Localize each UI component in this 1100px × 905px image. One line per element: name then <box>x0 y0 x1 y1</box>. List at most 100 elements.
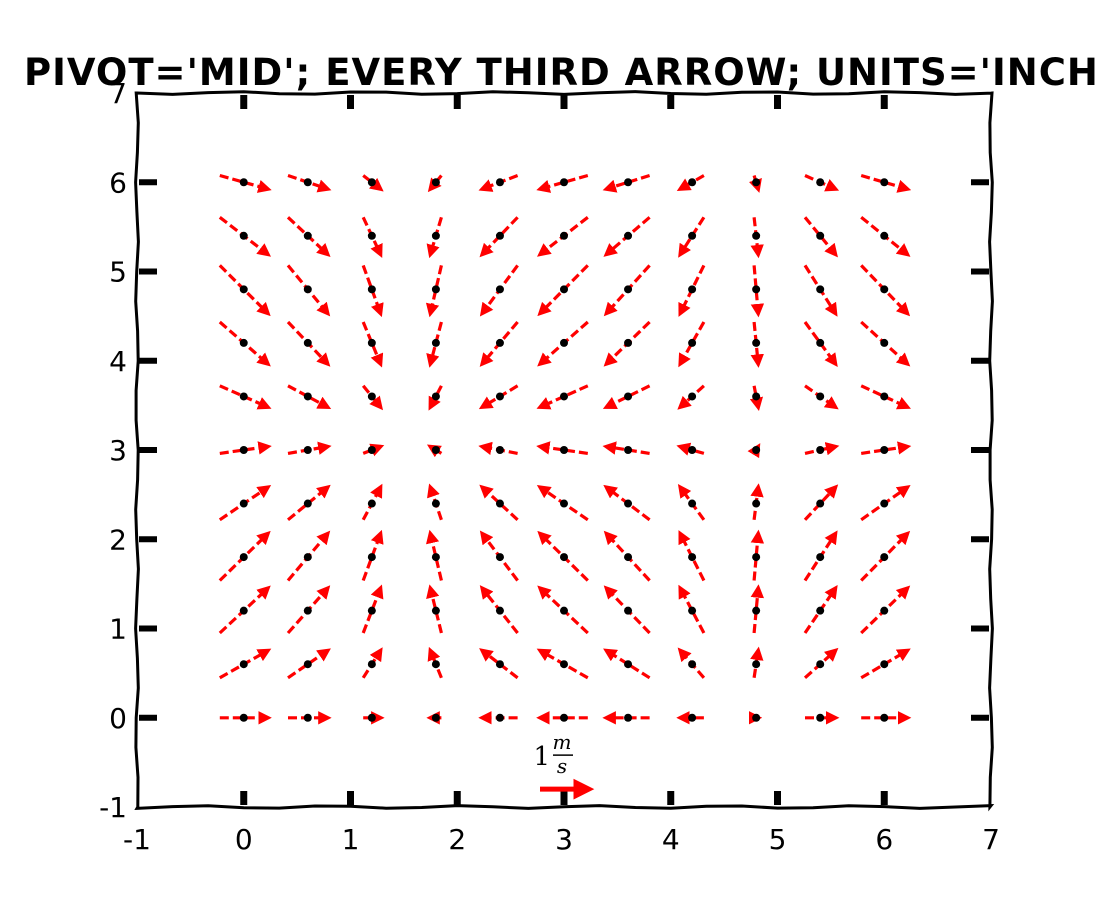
grid-point <box>495 606 504 615</box>
y-tick-label: 6 <box>109 166 127 199</box>
grid-point <box>752 285 761 294</box>
quiver-arrow <box>428 385 443 411</box>
grid-point <box>495 178 504 187</box>
grid-point <box>303 178 312 187</box>
grid-point <box>816 285 825 294</box>
quiver-key-number: 1 <box>533 742 550 772</box>
grid-point <box>495 713 504 722</box>
y-tick-label: -1 <box>99 791 127 824</box>
grid-point <box>688 392 697 401</box>
quiver-arrow <box>603 648 651 680</box>
grid-point <box>431 338 440 347</box>
grid-point <box>880 338 889 347</box>
grid-point <box>303 499 312 508</box>
grid-point <box>431 553 440 562</box>
grid-point <box>624 713 633 722</box>
x-tick-label: 4 <box>662 823 680 856</box>
grid-point <box>688 338 697 347</box>
quiver-key-unit-numerator: m <box>553 730 572 754</box>
plot-area <box>134 90 995 812</box>
x-tick-label: 2 <box>448 823 466 856</box>
x-tick-label: 5 <box>769 823 787 856</box>
grid-point <box>880 231 889 240</box>
grid-point <box>560 178 568 187</box>
grid-point <box>560 553 568 562</box>
grid-point <box>303 446 312 454</box>
grid-point <box>624 285 633 294</box>
y-tick-label: 0 <box>109 702 127 735</box>
grid-point <box>816 713 825 722</box>
x-tick-label: 6 <box>875 823 893 856</box>
grid-point <box>752 446 761 454</box>
axis-ticks: -1 0 1 2 3 4 5 6 7 -1 0 1 2 3 4 5 6 7 <box>99 77 1000 856</box>
grid-point <box>688 606 697 615</box>
grid-point <box>367 553 376 562</box>
quiver-arrow <box>425 265 443 318</box>
grid-point <box>303 285 312 294</box>
grid-point <box>816 553 825 562</box>
grid-point <box>752 713 761 722</box>
grid-point <box>239 606 248 615</box>
grid-point <box>688 660 697 669</box>
y-tick-label: 7 <box>109 77 127 110</box>
grid-point <box>367 499 376 508</box>
y-tick-label: 3 <box>109 434 127 467</box>
quiver-arrow <box>803 484 839 521</box>
grid-point <box>495 660 504 669</box>
grid-point <box>239 660 248 669</box>
grid-point <box>495 285 504 294</box>
grid-point <box>367 446 376 454</box>
x-tick-label: 7 <box>982 823 1000 856</box>
grid-point <box>560 446 568 454</box>
grid-point <box>688 285 697 294</box>
grid-point <box>752 231 761 240</box>
grid-point <box>239 285 248 294</box>
quiver-arrow <box>286 484 331 522</box>
grid-point <box>239 713 248 722</box>
grid-point <box>367 285 376 294</box>
grid-point <box>880 606 889 615</box>
grid-point <box>560 660 568 669</box>
quiver-arrow <box>860 441 912 455</box>
x-tick-label: 3 <box>555 823 573 856</box>
quiver-arrow <box>361 321 384 368</box>
grid-point <box>880 392 889 401</box>
quiver-arrow <box>362 174 384 192</box>
grid-point <box>880 446 889 454</box>
grid-point <box>880 285 889 294</box>
grid-point <box>431 178 440 187</box>
grid-point <box>560 713 568 722</box>
grid-point <box>688 178 697 187</box>
quiver-arrow <box>678 321 706 368</box>
quiver-arrow <box>750 529 765 581</box>
grid-point <box>303 713 312 722</box>
grid-point <box>495 231 504 240</box>
grid-point <box>624 338 633 347</box>
quiver-arrow <box>479 484 519 521</box>
quiver-arrow <box>536 441 589 455</box>
grid-point <box>624 178 633 187</box>
grid-point <box>624 553 633 562</box>
grid-point <box>560 499 568 508</box>
quiver-arrow <box>219 173 272 193</box>
grid-point <box>431 606 440 615</box>
grid-point <box>495 446 504 454</box>
grid-point <box>688 553 697 562</box>
grid-point <box>816 606 825 615</box>
grid-point <box>752 553 761 562</box>
quiver-arrow <box>676 442 705 456</box>
quiver-arrow <box>287 648 331 680</box>
grid-point <box>624 606 633 615</box>
grid-point <box>816 660 825 669</box>
grid-point <box>431 660 440 669</box>
grid-point <box>239 553 248 562</box>
grid-point <box>816 446 825 454</box>
grid-point <box>624 499 633 508</box>
quiver-arrow <box>803 321 838 368</box>
grid-point <box>624 446 633 454</box>
grid-point <box>367 231 376 240</box>
chart-title: PIVOT='MID'; EVERY THIRD ARROW; UNITS='I… <box>24 51 1100 94</box>
grid-point <box>495 338 504 347</box>
grid-point <box>495 499 504 508</box>
